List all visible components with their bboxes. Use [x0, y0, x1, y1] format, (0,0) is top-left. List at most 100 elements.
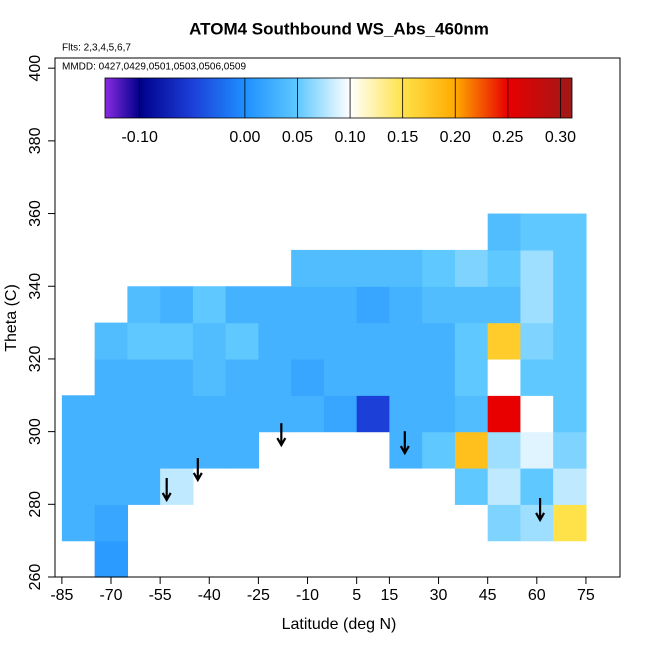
cell [192, 358, 227, 396]
cell [127, 358, 161, 396]
arrow [161, 477, 172, 503]
cell [160, 358, 194, 396]
colorbar-tick-label: 0.00 [229, 129, 260, 146]
cell [553, 395, 587, 433]
cell [422, 395, 456, 433]
x-tick-label: 30 [430, 587, 448, 604]
colorbar-tick-label: 0.10 [334, 129, 365, 146]
subtitle: Flts: 2,3,4,5,6,7 [62, 43, 131, 54]
cell [291, 395, 325, 433]
cell [454, 395, 489, 433]
cell [258, 286, 292, 324]
cell [487, 358, 522, 396]
y-tick-label: 400 [27, 55, 44, 82]
cell [291, 286, 325, 324]
arrow [399, 431, 410, 456]
cell [520, 213, 554, 251]
plot-frame [54, 57, 621, 578]
cell [160, 322, 194, 360]
y-tick-label: 340 [27, 273, 44, 300]
x-tick-label: -40 [198, 587, 221, 604]
cell [389, 249, 423, 287]
cell [553, 431, 587, 469]
y-axis-label: Theta (C) [3, 284, 20, 352]
cell [487, 322, 522, 360]
cell [94, 540, 128, 578]
cell [94, 395, 128, 433]
colorbar-tick-label: 0.15 [387, 129, 418, 146]
cell [356, 358, 391, 396]
cell [160, 395, 194, 433]
cell [291, 322, 325, 360]
cell [454, 322, 489, 360]
cell [422, 431, 456, 469]
cell [225, 395, 259, 433]
colorbar-tick-label: 0.25 [492, 129, 523, 146]
cell [454, 249, 489, 287]
y-tick-label: 320 [27, 345, 44, 372]
colorbar-tick-label: -0.10 [121, 129, 158, 146]
cell [291, 249, 325, 287]
arrow [535, 497, 546, 523]
x-tick-label: 5 [352, 587, 361, 604]
colorbar [104, 77, 573, 119]
cell [127, 322, 161, 360]
cell [553, 213, 587, 251]
cell [422, 322, 456, 360]
x-tick-label: 15 [381, 587, 399, 604]
cell [389, 358, 423, 396]
cell [323, 358, 358, 396]
cell [553, 286, 587, 324]
x-tick-label: -85 [50, 587, 73, 604]
cell [487, 467, 522, 505]
cell [323, 395, 358, 433]
colorbar-tick-label: 0.20 [440, 129, 471, 146]
overlay: MMDD: 0427,0429,0501,0503,0506,0509 -85 -7… [27, 55, 621, 604]
cell [61, 504, 96, 542]
cell [94, 322, 128, 360]
cell [258, 358, 292, 396]
cell [225, 286, 259, 324]
cell [192, 286, 227, 324]
cell [127, 467, 161, 505]
cell [487, 213, 522, 251]
cell [291, 358, 325, 396]
subtitle: MMDD: 0427,0429,0501,0503,0506,0509 [62, 62, 246, 73]
arrow [192, 457, 203, 483]
cell [389, 286, 423, 324]
x-axis-label: Latitude (deg N) [282, 616, 397, 633]
cell [94, 504, 128, 542]
cell [487, 286, 522, 324]
cell [323, 322, 358, 360]
x-tick-label: 45 [479, 587, 497, 604]
chart-title: ATOM4 Southbound WS_Abs_460nm [189, 19, 489, 38]
arrow [276, 423, 287, 448]
cell [127, 286, 161, 324]
cell [422, 358, 456, 396]
cell [389, 322, 423, 360]
cell [454, 358, 489, 396]
x-tick-label: 60 [528, 587, 546, 604]
y-tick-label: 280 [27, 491, 44, 518]
y-tick-label: 360 [27, 200, 44, 227]
cell [160, 431, 194, 469]
cell [323, 249, 358, 287]
cell [520, 395, 554, 433]
cell [225, 431, 259, 469]
heatmap [61, 213, 587, 578]
cell [127, 395, 161, 433]
cell [520, 431, 554, 469]
cell [487, 249, 522, 287]
cell [520, 286, 554, 324]
cell [356, 249, 391, 287]
cell [94, 358, 128, 396]
cell [61, 395, 96, 433]
cell [225, 358, 259, 396]
cell [553, 467, 587, 505]
cell [487, 431, 522, 469]
cell [356, 286, 391, 324]
cell [389, 395, 423, 433]
x-tick-label: -55 [149, 587, 172, 604]
cell [553, 358, 587, 396]
